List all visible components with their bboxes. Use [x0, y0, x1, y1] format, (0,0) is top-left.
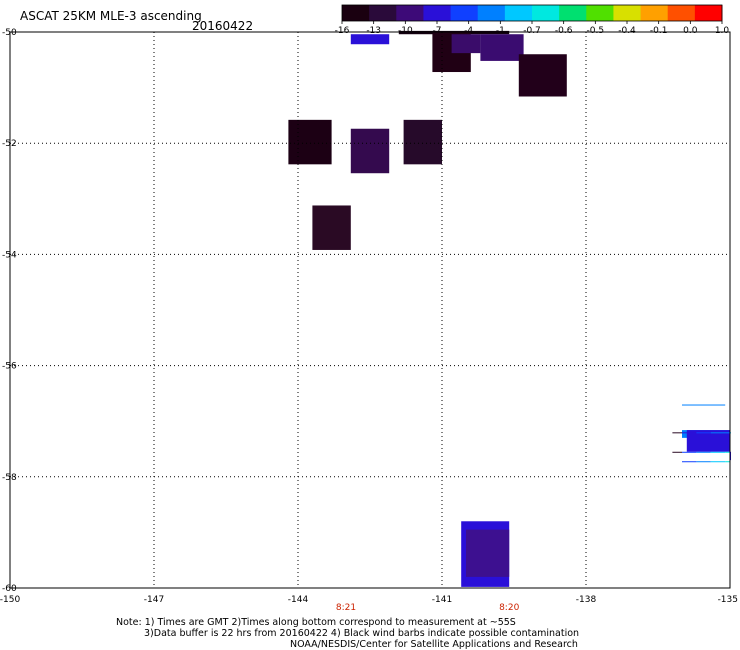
swath-cell	[725, 451, 730, 453]
wind-observation-cells	[288, 30, 731, 587]
wind-cell	[403, 119, 442, 165]
color-scale-labels: -16-13-10-7-4-1-0.7-0.6-0.5-0.4-0.10.01.…	[335, 21, 730, 36]
color-scale-swatch	[369, 5, 397, 21]
wind-cell	[350, 128, 390, 174]
color-scale-swatch	[586, 5, 614, 21]
latitude-label: -54	[2, 250, 17, 260]
longitude-label: -141	[432, 595, 452, 605]
latitude-label: -58	[2, 473, 17, 483]
wind-cell	[312, 205, 351, 250]
pass-time-label: 8:21	[336, 603, 356, 613]
swath-cell	[682, 461, 697, 463]
latitude-label: -50	[2, 28, 17, 38]
footer-credit: NOAA/NESDIS/Center for Satellite Applica…	[290, 639, 578, 650]
footer-note-line2: 3)Data buffer is 22 hrs from 20160422 4)…	[144, 628, 579, 639]
wind-cell	[686, 430, 730, 452]
color-scale-swatch	[640, 5, 669, 21]
color-scale-label: -0.6	[555, 26, 573, 36]
swath-cell	[710, 461, 726, 463]
product-title: ASCAT 25KM MLE-3 ascending	[20, 9, 202, 23]
color-scale-label: 0.0	[683, 26, 698, 36]
latitude-labels: -50 -52 -54 -56 -58 -60	[2, 28, 17, 594]
color-scale-swatch	[694, 5, 723, 21]
color-scale-swatch	[477, 5, 506, 21]
wind-cell	[466, 529, 510, 577]
swath-cell	[682, 404, 726, 406]
swath-cell	[710, 451, 726, 453]
color-scale-bar	[341, 4, 723, 22]
product-date: 20160422	[192, 19, 253, 33]
swath-cell	[696, 432, 711, 434]
color-scale-swatch	[396, 5, 424, 21]
latitude-label: -52	[2, 139, 17, 149]
color-scale-label: -13	[366, 26, 381, 36]
longitude-label: -147	[144, 595, 164, 605]
color-scale-swatch	[667, 5, 696, 21]
swath-cell	[696, 461, 711, 463]
color-scale-label: -16	[335, 26, 350, 36]
color-scale-swatch	[504, 5, 533, 21]
color-scale-label: -0.4	[618, 26, 636, 36]
swath-cell	[725, 461, 730, 463]
color-scale-label: -0.5	[587, 26, 605, 36]
color-scale-swatch	[613, 5, 642, 21]
wind-cell	[350, 34, 390, 45]
time-labels: 8:21 8:20	[336, 603, 520, 613]
footer-note-line1: Note: 1) Times are GMT 2)Times along bot…	[116, 617, 516, 628]
latitude-label: -56	[2, 362, 17, 372]
swath-cell	[672, 451, 682, 453]
color-scale-swatch	[342, 5, 370, 21]
color-scale-label: -0.1	[650, 26, 668, 36]
color-scale-swatch	[532, 5, 560, 21]
color-scale-swatch	[423, 5, 452, 21]
longitude-label: -150	[0, 595, 20, 605]
longitude-label: -135	[718, 595, 738, 605]
longitude-label: -138	[576, 595, 597, 605]
swath-cell	[682, 451, 697, 453]
lat-lon-grid	[10, 32, 730, 588]
pass-time-label: 8:20	[499, 603, 519, 613]
color-scale-label: -0.7	[523, 26, 541, 36]
wind-cell	[518, 54, 567, 97]
swath-cell	[696, 451, 711, 453]
map-frame	[9, 31, 731, 589]
wind-cell	[288, 119, 332, 165]
latitude-label: -60	[2, 584, 17, 594]
swath-cell	[672, 432, 682, 434]
longitude-label: -144	[288, 595, 309, 605]
wind-cell	[451, 34, 481, 54]
color-scale-swatch	[450, 5, 479, 21]
swath-cell	[682, 432, 697, 434]
wind-cell	[480, 34, 524, 61]
longitude-labels: -150 -147 -144 -141 -138 -135	[0, 595, 738, 605]
swath-cell	[710, 432, 730, 434]
color-scale-label: 1.0	[715, 26, 730, 36]
color-scale-swatch	[559, 5, 587, 21]
